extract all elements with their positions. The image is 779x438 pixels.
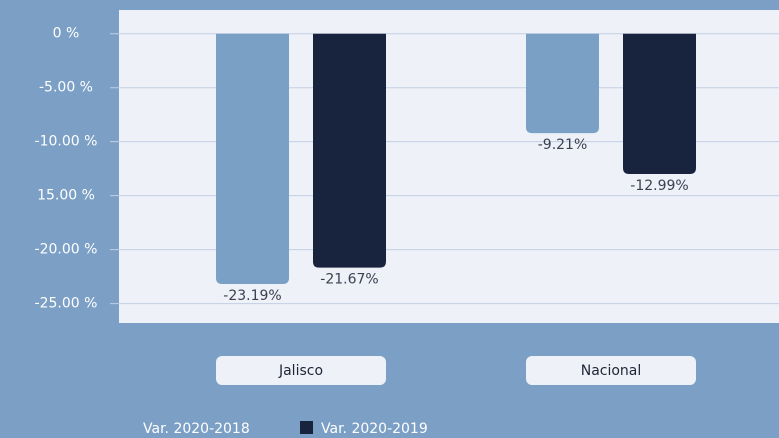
x-tick-label: Jalisco (278, 363, 323, 379)
data-label: -9.21% (538, 137, 588, 153)
data-label: -12.99% (630, 178, 688, 194)
data-label: -23.19% (223, 288, 281, 304)
legend-label: Var. 2020-2018 (143, 421, 250, 437)
y-tick-label: -25.00 % (35, 296, 98, 312)
y-tick-label: -5.00 % (39, 80, 93, 96)
x-tick-label: Nacional (581, 363, 642, 379)
y-tick-label: -10.00 % (35, 134, 98, 150)
bar (216, 33, 289, 285)
data-label: -21.67% (320, 272, 378, 288)
bar (623, 33, 696, 174)
bar (526, 33, 599, 134)
category-box (216, 356, 386, 385)
category-box (526, 356, 696, 385)
y-tick-label: -20.00 % (35, 242, 98, 258)
legend-label: Var. 2020-2019 (321, 421, 428, 437)
bar (313, 33, 386, 268)
legend-swatch (300, 421, 313, 434)
y-tick-label: 15.00 % (37, 188, 95, 204)
y-tick-label: 0 % (53, 26, 80, 42)
